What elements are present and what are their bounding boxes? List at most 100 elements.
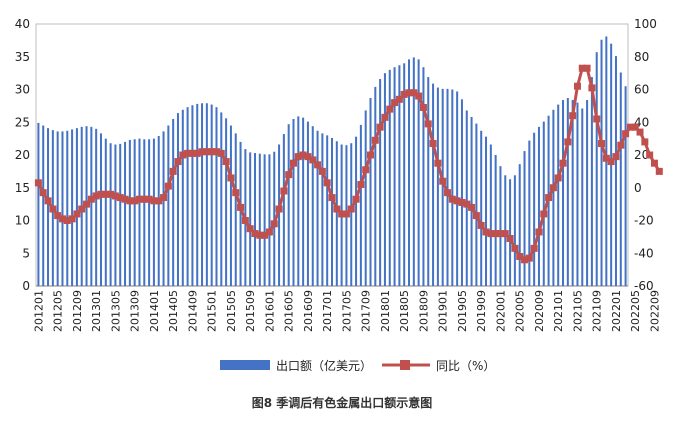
bar [499, 166, 502, 286]
x-tick-label: 202109 [591, 290, 604, 332]
bar [104, 138, 107, 286]
bar [321, 133, 324, 286]
line-marker [256, 231, 264, 239]
bar [181, 109, 184, 287]
line-marker [496, 230, 504, 238]
line-marker [174, 158, 182, 166]
line-marker [386, 105, 394, 113]
line-marker [607, 158, 615, 166]
bar [542, 121, 545, 286]
bar [119, 143, 122, 286]
line-marker [352, 195, 360, 203]
line-marker [342, 210, 350, 218]
line-marker [545, 194, 553, 202]
bar [451, 89, 454, 286]
line-marker [444, 189, 452, 197]
bar [143, 139, 146, 286]
bar [533, 132, 536, 286]
x-tick-label: 201501 [206, 290, 219, 332]
bar [359, 124, 362, 287]
bar [350, 143, 353, 286]
left-tick-label: 20 [15, 148, 30, 162]
left-tick-label: 35 [15, 50, 30, 64]
line-marker [516, 253, 524, 261]
line-marker [376, 123, 384, 131]
bar [278, 144, 281, 286]
line-marker [121, 195, 129, 203]
line-marker [145, 195, 153, 203]
bar [456, 91, 459, 286]
line-marker [39, 189, 47, 197]
line-marker [265, 228, 273, 236]
line-marker [391, 99, 399, 107]
line-marker [275, 205, 283, 213]
right-tick-label: 80 [634, 50, 649, 64]
line-marker [102, 190, 110, 198]
line-marker [222, 158, 230, 166]
line-marker [270, 220, 278, 228]
line-marker [251, 230, 259, 238]
line-marker [598, 140, 606, 148]
bar [56, 131, 59, 286]
line-marker [540, 210, 548, 218]
bar [586, 99, 589, 286]
bar [537, 126, 540, 287]
bar [393, 67, 396, 286]
bar [220, 112, 223, 286]
bar [528, 140, 531, 286]
line-marker [140, 195, 148, 203]
x-tick-label: 201201 [32, 290, 45, 332]
line-marker [63, 217, 71, 224]
line-marker [169, 167, 177, 175]
line-marker [285, 171, 293, 179]
line-marker [429, 140, 437, 148]
line-marker [107, 190, 115, 198]
line-marker [309, 156, 317, 164]
bar [412, 57, 415, 286]
line-marker [116, 194, 124, 202]
line-marker [68, 215, 76, 223]
line-marker [232, 189, 240, 197]
bar [186, 107, 189, 286]
right-tick-label: -60 [634, 279, 654, 293]
line-marker [410, 89, 418, 97]
x-tick-label: 201609 [302, 290, 315, 332]
line-marker [83, 200, 91, 208]
x-tick-label: 201705 [340, 290, 353, 332]
line-marker [569, 112, 577, 120]
bar [253, 153, 257, 286]
left-tick-label: 0 [22, 279, 30, 293]
bar [494, 155, 497, 286]
x-tick-label: 201605 [283, 290, 296, 332]
x-tick-label: 201505 [225, 290, 238, 332]
line-marker [525, 254, 533, 262]
bar [316, 130, 319, 286]
line-marker [131, 197, 139, 205]
line-marker [227, 174, 235, 182]
left-tick-label: 25 [15, 115, 30, 129]
bar [513, 175, 516, 286]
line-marker [198, 148, 206, 156]
bar [90, 126, 93, 287]
line-marker [405, 89, 413, 97]
bar [157, 136, 160, 286]
line-marker [179, 151, 187, 159]
bar [152, 138, 155, 286]
line-marker [160, 194, 168, 202]
line-marker [655, 167, 663, 175]
line-marker [602, 154, 610, 162]
x-tick-label: 201601 [263, 290, 276, 332]
line-marker [241, 217, 249, 224]
line-marker [622, 130, 630, 138]
left-tick-label: 15 [15, 181, 30, 195]
bar [205, 103, 208, 286]
bar [485, 136, 488, 286]
line-marker [54, 212, 62, 220]
line-marker [333, 205, 341, 213]
line-marker [448, 195, 456, 203]
left-tick-label: 10 [15, 214, 30, 228]
bar [128, 139, 131, 286]
x-tick-label: 201909 [475, 290, 488, 332]
line-marker [530, 244, 538, 252]
